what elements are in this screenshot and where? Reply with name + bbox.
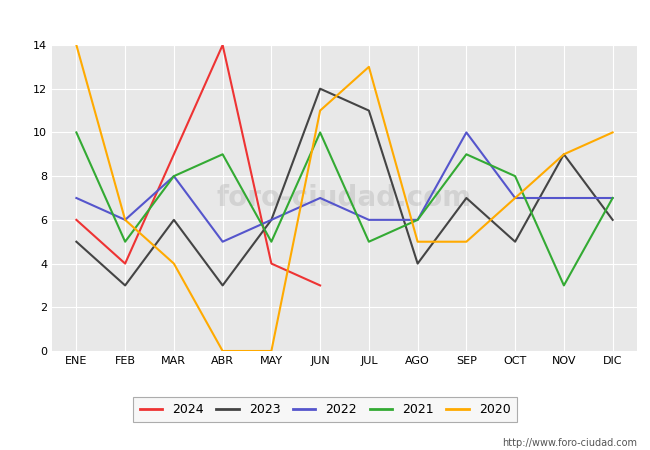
Legend: 2024, 2023, 2022, 2021, 2020: 2024, 2023, 2022, 2021, 2020 — [133, 397, 517, 422]
Text: Matriculaciones de Vehiculos en Miño: Matriculaciones de Vehiculos en Miño — [170, 9, 480, 27]
Text: foro-ciudad.com: foro-ciudad.com — [217, 184, 472, 212]
Text: http://www.foro-ciudad.com: http://www.foro-ciudad.com — [502, 438, 637, 448]
